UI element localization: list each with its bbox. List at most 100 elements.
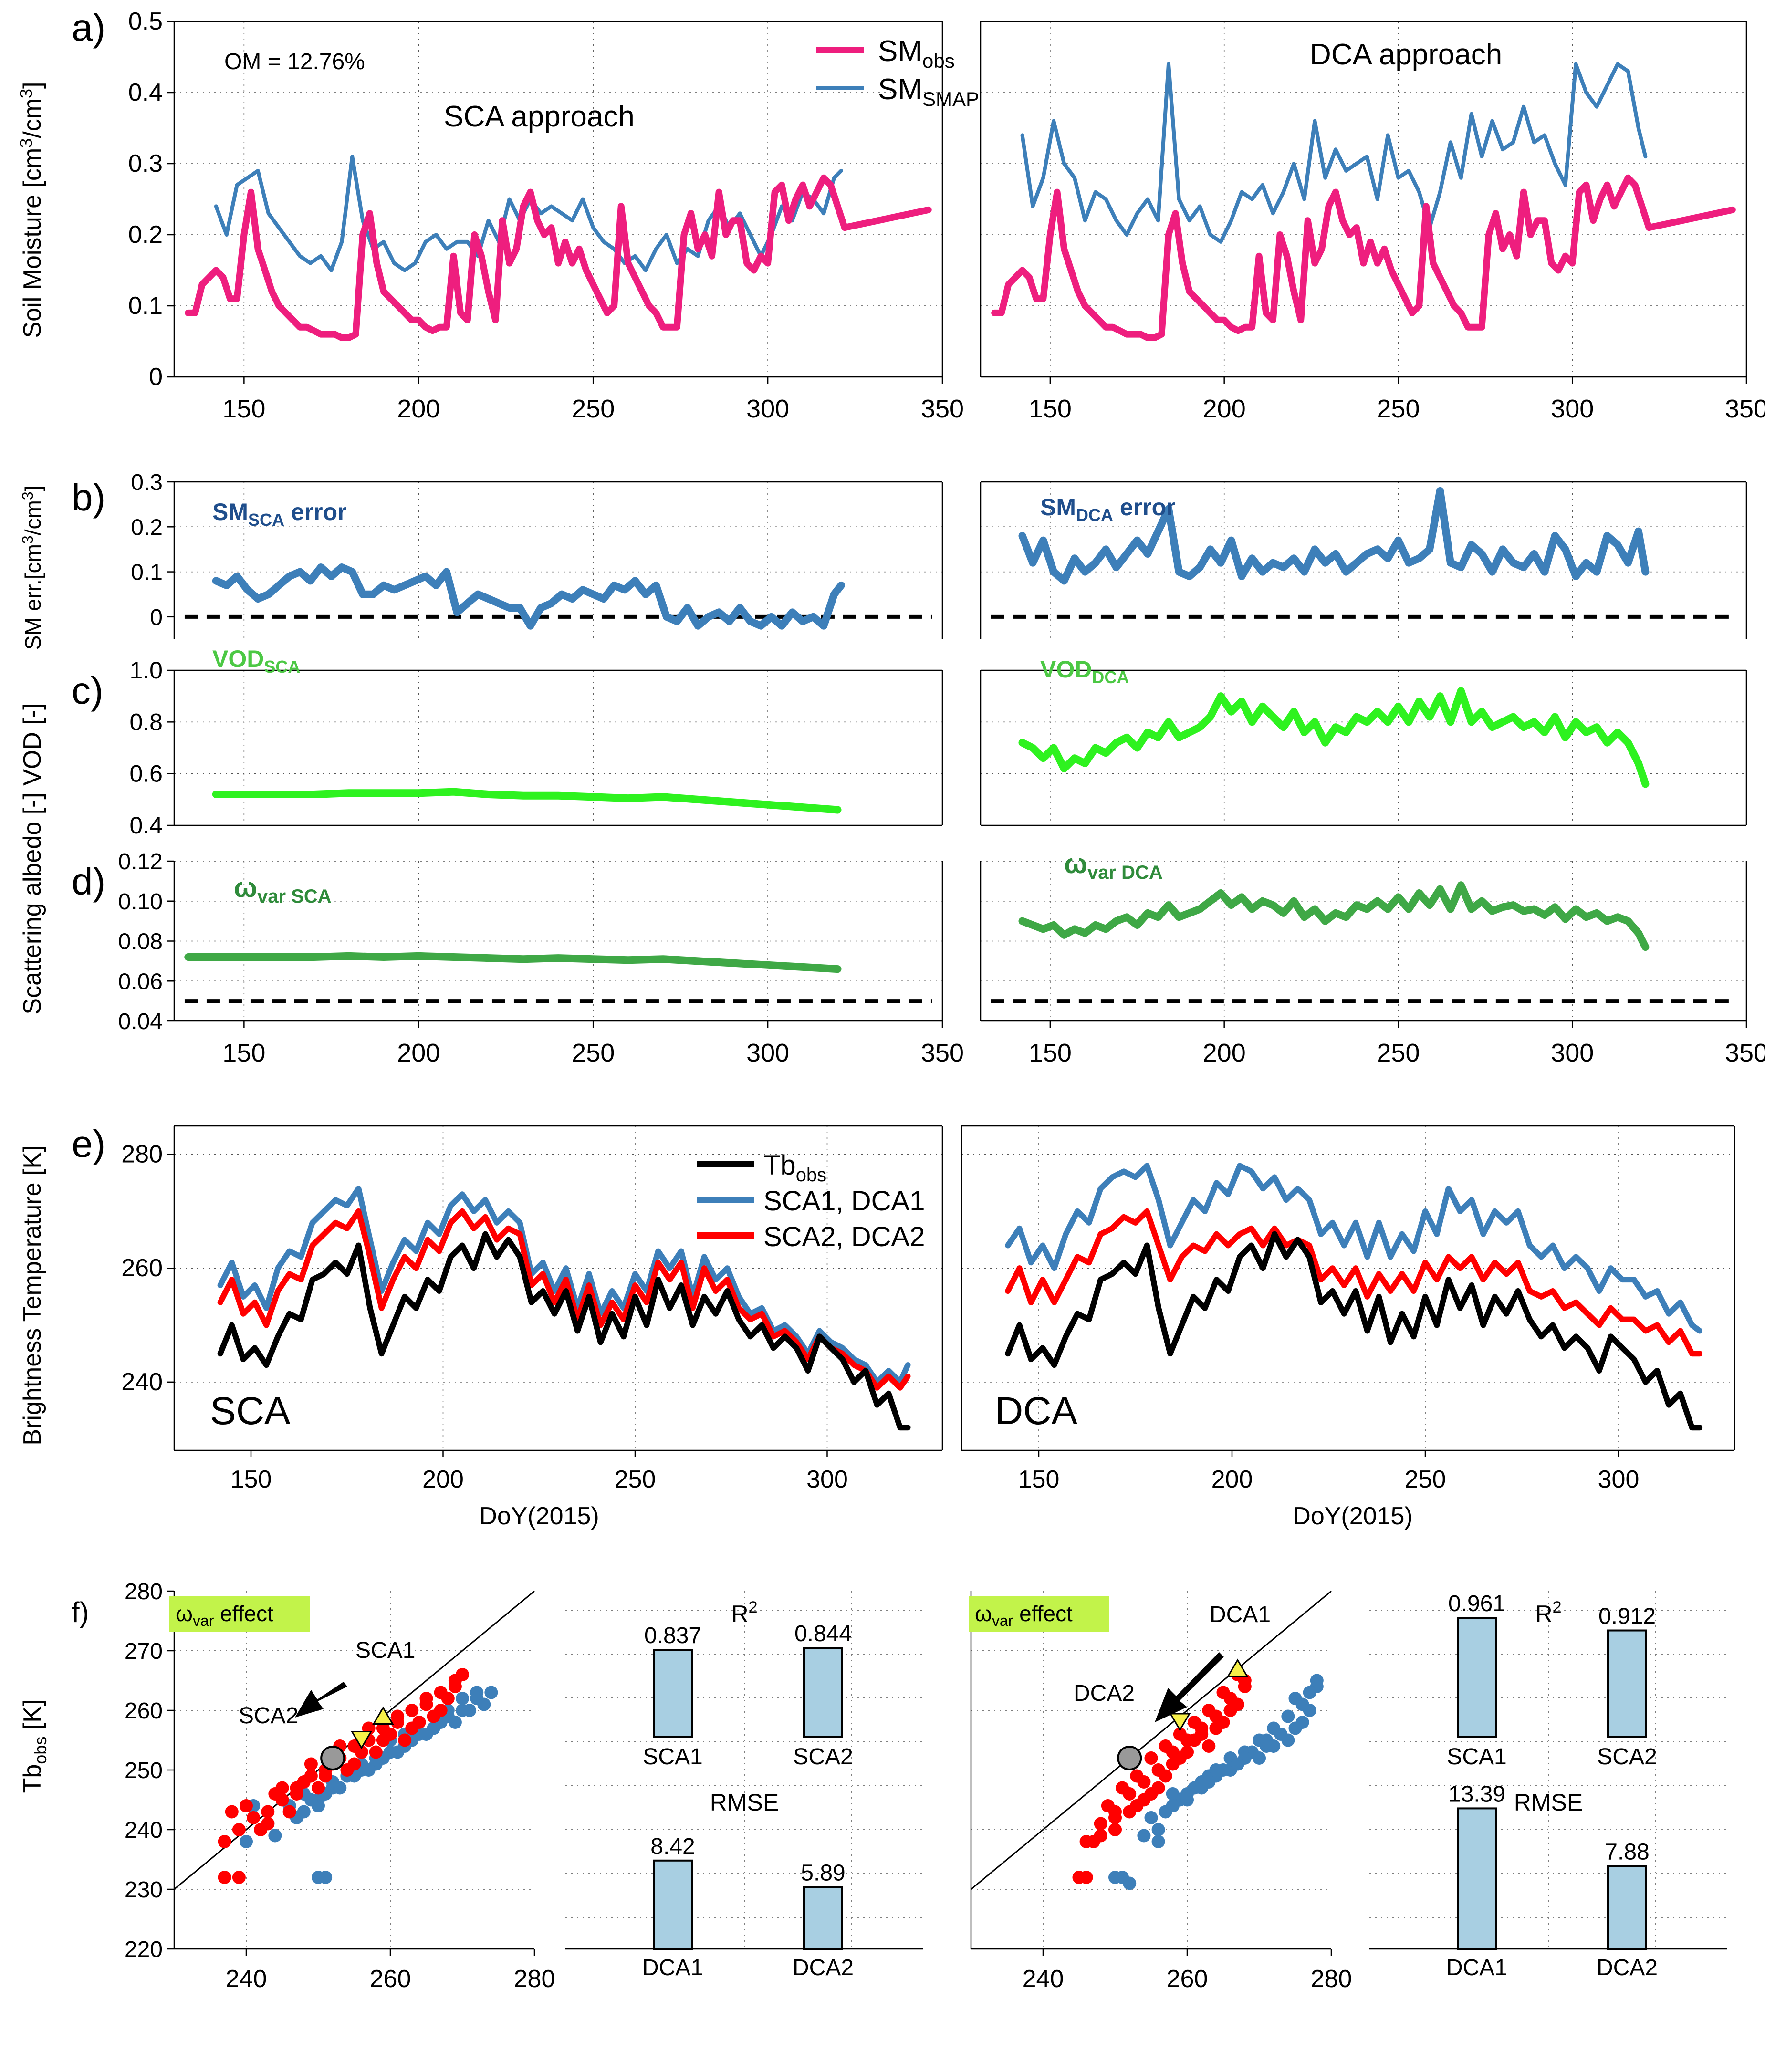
f-dca-scatter-mean-circle-marker	[1117, 1746, 1142, 1770]
f-dca-scatter-point-b	[1173, 1751, 1187, 1765]
f-sca-scatter-point-b	[261, 1805, 275, 1819]
f-sca-bars-rmse-title: RMSE	[710, 1789, 779, 1816]
f-sca-scatter-point-b	[247, 1811, 261, 1824]
f-sca-scatter-point-a	[484, 1686, 498, 1699]
f-dca-scatter-point-a	[1144, 1811, 1158, 1824]
f-sca-scatter-mean-circle-marker	[320, 1746, 345, 1770]
f-dca-scatter-point-b	[1238, 1680, 1252, 1693]
d-omega-dca-line	[1018, 881, 1650, 951]
panel-letter-b: b)	[72, 476, 105, 519]
e-sca1-line	[217, 1186, 911, 1385]
panel-letter-c: c)	[72, 669, 104, 712]
wvar-effect-label-left: ωvar effect	[176, 1601, 273, 1629]
f-sca-scatter-point-b	[391, 1709, 405, 1723]
a-right-xtick-label: 200	[1203, 395, 1246, 423]
sca-panel-label: SCA	[210, 1389, 291, 1433]
f-sca-scatter-point-b	[218, 1835, 231, 1848]
sca1-arrow-label: SCA1	[355, 1638, 415, 1663]
f-dca-bars-r2-title-sup: 2	[1553, 1598, 1562, 1616]
f-dca-scatter-one-to-one-line	[971, 1590, 1332, 1890]
f-dca-scatter-point-a	[1137, 1829, 1151, 1843]
f-sca-scatter-point-a	[240, 1835, 253, 1848]
f-sca-scatter-point-a	[456, 1692, 469, 1705]
dca-panel-label: DCA	[995, 1389, 1077, 1433]
d-right-xtick-label: 150	[1029, 1039, 1072, 1067]
f-dca-scatter-point-b	[1144, 1787, 1158, 1801]
d-omega-sca-line	[184, 952, 842, 973]
f-sca-scatter-point-b	[297, 1775, 311, 1789]
f-dca-scatter-point-b	[1108, 1823, 1122, 1836]
f-dca-scatter-point-b	[1130, 1769, 1144, 1783]
a-right-xtick-label: 300	[1551, 395, 1594, 423]
f-dca-scatter-xtick-label: 280	[1311, 1965, 1352, 1993]
omega-dca-label: ωvar DCA	[1064, 848, 1163, 883]
c-vod-sca-line	[212, 788, 842, 814]
e-y-axis-label: Brightness Temperature [K]	[19, 1145, 46, 1445]
f-sca-scatter-point-b	[312, 1781, 325, 1795]
f-sca-scatter-point-b	[275, 1781, 289, 1795]
f-dca-bars-rmse-value-label: 13.39	[1448, 1781, 1505, 1807]
f-sca-scatter-point-b	[319, 1769, 333, 1783]
f-sca-bars-rmse-value-label: 8.42	[650, 1834, 695, 1859]
f-sca-scatter-xtick-label: 260	[370, 1965, 411, 1993]
f-sca-scatter-point-b	[304, 1757, 318, 1771]
f-dca-scatter-point-b	[1116, 1781, 1129, 1795]
f-dca-scatter-point-b	[1202, 1739, 1216, 1753]
f-dca-bars-rmse-category-label: DCA2	[1597, 1955, 1658, 1980]
f-dca-scatter-point-a	[1288, 1692, 1302, 1705]
b-sca-error-line	[212, 563, 845, 630]
f-dca-scatter-point-a	[1303, 1686, 1316, 1699]
f-sca-bars-rmse-category-label: DCA2	[793, 1955, 854, 1980]
f-sca-scatter-point-b	[355, 1745, 368, 1759]
legend-sca1-dca1-label: SCA1, DCA1	[763, 1186, 925, 1217]
d-left-xtick-label: 200	[397, 1039, 440, 1067]
a-left-ytick-label: 0.2	[128, 221, 163, 249]
f-dca-scatter-point-a	[1202, 1775, 1216, 1789]
f-left-ytick-label: 230	[125, 1877, 163, 1903]
f-sca-scatter-point-a	[268, 1829, 282, 1843]
e-left-xtick-label: 150	[230, 1466, 272, 1493]
f-sca-scatter-point-b	[347, 1757, 361, 1771]
e-left-xtick-label: 250	[615, 1466, 656, 1493]
f-sca-scatter-point-b	[441, 1692, 455, 1705]
e-left-ytick-label: 260	[121, 1254, 163, 1282]
e-tb-obs-line	[217, 1231, 911, 1431]
f-sca-bars-r2-bar	[803, 1647, 843, 1738]
d-right-xtick-label: 200	[1203, 1039, 1246, 1067]
d-left-ytick-label: 0.04	[118, 1009, 163, 1034]
f-sca-scatter-xtick-label: 240	[226, 1965, 267, 1993]
f-sca-scatter-point-a	[419, 1728, 433, 1741]
f-y-axis-label: Tbobs [K]	[19, 1699, 50, 1793]
dca-arrow-icon	[1155, 1652, 1224, 1722]
a-dca-sm-obs-line	[991, 174, 1736, 341]
f-dca-scatter-point-b	[1202, 1704, 1216, 1717]
d-right-xtick-label: 300	[1551, 1039, 1594, 1067]
a-left-ytick-label: 0.5	[128, 8, 163, 35]
c-left-ytick-label: 0.6	[129, 760, 163, 787]
f-dca-scatter-point-a	[1231, 1757, 1244, 1771]
panel-letter-f: f)	[72, 1596, 89, 1628]
c-left-ytick-label: 0.4	[129, 812, 163, 839]
f-sca-bars-rmse-bar	[653, 1859, 693, 1950]
cd-y-axis-label: Scattering albedo [-] VOD [-]	[19, 703, 46, 1014]
f-sca-scatter-point-a	[477, 1697, 491, 1711]
a-left-xtick-label: 300	[746, 395, 789, 423]
f-sca-scatter-point-a	[448, 1716, 462, 1729]
f-sca-scatter-up-triangle-marker	[372, 1706, 394, 1725]
b-left-ytick-label: 0.1	[131, 560, 163, 585]
f-dca-scatter-point-a	[1180, 1793, 1194, 1807]
f-sca-scatter-down-triangle-marker	[350, 1731, 373, 1749]
sca-arrow-icon	[295, 1682, 347, 1718]
f-dca-scatter-point-a	[1295, 1716, 1309, 1729]
f-sca-bars-rmse-category-label: DCA1	[642, 1955, 703, 1980]
b-y-axis-label: SM err.[cm3/cm3]	[19, 486, 45, 650]
d-left-ytick-label: 0.10	[118, 889, 163, 915]
b-left-ytick-label: 0.3	[131, 470, 163, 495]
f-sca-scatter-point-b	[290, 1787, 303, 1801]
a-left-ytick-label: 0	[149, 363, 163, 391]
e-dca2-line	[1005, 1208, 1703, 1357]
f-dca-scatter-point-a	[1310, 1674, 1324, 1687]
f-dca-bars-r2-bar	[1457, 1617, 1497, 1738]
d-left-xtick-label: 300	[746, 1039, 789, 1067]
